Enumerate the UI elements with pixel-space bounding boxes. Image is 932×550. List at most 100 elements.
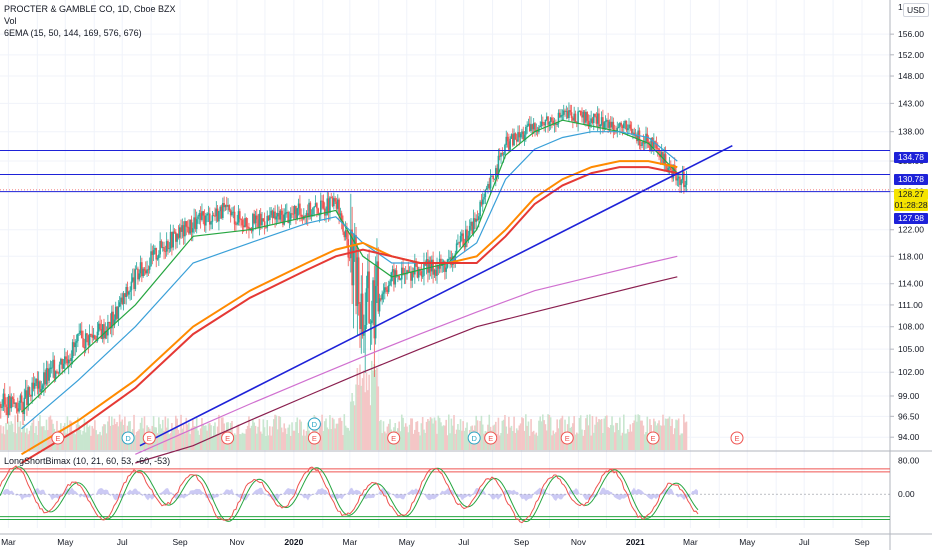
candle-body <box>266 215 269 228</box>
candle-body <box>220 206 223 219</box>
candle-body <box>216 208 219 222</box>
volume-bar <box>252 418 254 450</box>
symbol-title[interactable]: PROCTER & GAMBLE CO, 1D, Cboe BZX <box>4 4 176 14</box>
candle-body <box>616 127 619 133</box>
volume-bar <box>254 425 257 450</box>
candle-body <box>219 206 222 212</box>
candle-body <box>323 208 326 216</box>
volume-bar <box>284 428 287 450</box>
candle-body <box>325 214 327 216</box>
volume-bar <box>291 422 293 450</box>
candle-body <box>382 292 385 294</box>
candle-body <box>313 206 316 208</box>
volume-bar <box>619 417 621 450</box>
volume-bar <box>202 424 205 450</box>
volume-bar <box>133 414 135 450</box>
candle-body <box>566 111 569 119</box>
candle-body <box>280 210 283 215</box>
volume-bar <box>454 433 457 450</box>
candle-body <box>471 221 474 234</box>
candle-body <box>629 124 632 129</box>
volume-bar <box>103 424 105 450</box>
volume-bar <box>39 414 41 450</box>
volume-bar <box>417 431 420 450</box>
currency-badge[interactable]: USD <box>903 3 929 17</box>
earnings-marker-circle <box>221 431 235 445</box>
volume-bar <box>282 432 284 450</box>
candle-body <box>139 262 142 274</box>
candle-body <box>56 371 58 373</box>
volume-bar <box>11 423 14 450</box>
volume-bar <box>165 427 168 450</box>
volume-bar <box>258 418 261 450</box>
candle-body <box>561 114 564 116</box>
candle-body <box>135 268 138 270</box>
volume-bar <box>453 415 455 450</box>
candle-body <box>205 215 207 226</box>
volume-bar <box>325 418 327 450</box>
candle-body <box>343 231 346 238</box>
candle-body <box>144 270 147 274</box>
candle-body <box>492 175 494 179</box>
volume-bar <box>579 415 582 450</box>
volume-bar <box>523 430 526 450</box>
volume-bar <box>457 424 459 450</box>
candle-body <box>70 358 73 361</box>
candle-body <box>414 262 416 275</box>
dividend-marker: D <box>307 417 321 431</box>
candle-body <box>255 215 258 220</box>
candle-body <box>36 378 39 389</box>
candle-body <box>623 123 625 129</box>
volume-bar <box>347 428 350 450</box>
volume-bar <box>100 435 103 450</box>
candle-body <box>449 257 451 260</box>
volume-bar <box>266 420 269 450</box>
candle-body <box>556 123 558 125</box>
candle-body <box>117 306 120 319</box>
volume-bar <box>331 417 334 450</box>
volume-bar <box>0 425 2 450</box>
candle-body <box>577 111 579 124</box>
volume-bar <box>176 418 178 450</box>
volume-bar <box>449 433 451 450</box>
volume-bar <box>288 424 291 450</box>
volume-bar <box>514 432 517 450</box>
candle-body <box>557 112 560 124</box>
earnings-marker-circle <box>387 431 401 445</box>
candle-body <box>641 142 643 146</box>
candle-body <box>304 215 306 217</box>
volume-bar <box>35 426 37 450</box>
volume-bar <box>365 372 368 450</box>
candle-body <box>619 122 621 127</box>
candle-body <box>552 120 555 125</box>
volume-bar <box>90 435 92 450</box>
candle-body <box>267 215 270 221</box>
volume-bar <box>137 430 139 450</box>
time-axis-label: Jul <box>458 537 469 547</box>
candle-body <box>188 227 190 234</box>
time-axis-label: Sep <box>514 537 529 547</box>
volume-bar <box>685 421 688 450</box>
candle-body <box>50 367 53 369</box>
volume-bar <box>219 432 222 450</box>
candle-body <box>666 164 668 172</box>
volume-bar <box>82 430 84 450</box>
candle-body <box>676 178 679 181</box>
candle-body <box>73 342 75 348</box>
volume-bar <box>436 433 438 450</box>
volume-bar <box>539 416 542 450</box>
candle-body <box>207 213 210 215</box>
candle-body <box>175 232 177 242</box>
candle-body <box>257 219 259 228</box>
volume-bar <box>9 425 11 450</box>
candle-body <box>376 261 378 286</box>
candle-body <box>26 390 28 405</box>
volume-bar <box>428 420 430 450</box>
volume-bar <box>195 416 198 450</box>
volume-bar <box>326 427 329 450</box>
volume-bar <box>7 421 10 450</box>
volume-bar <box>530 419 532 450</box>
volume-bar <box>300 421 302 450</box>
volume-bar <box>399 431 402 450</box>
